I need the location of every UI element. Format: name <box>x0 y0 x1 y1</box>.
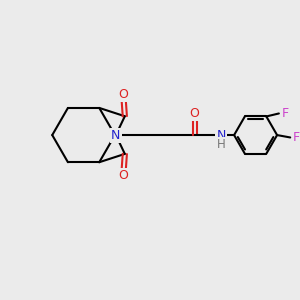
Text: H: H <box>217 137 225 151</box>
Text: N: N <box>216 129 226 142</box>
Text: O: O <box>190 107 200 120</box>
Text: O: O <box>118 88 128 101</box>
Text: O: O <box>118 169 128 182</box>
Text: N: N <box>111 129 121 142</box>
Text: F: F <box>293 131 300 144</box>
Text: F: F <box>282 107 289 120</box>
